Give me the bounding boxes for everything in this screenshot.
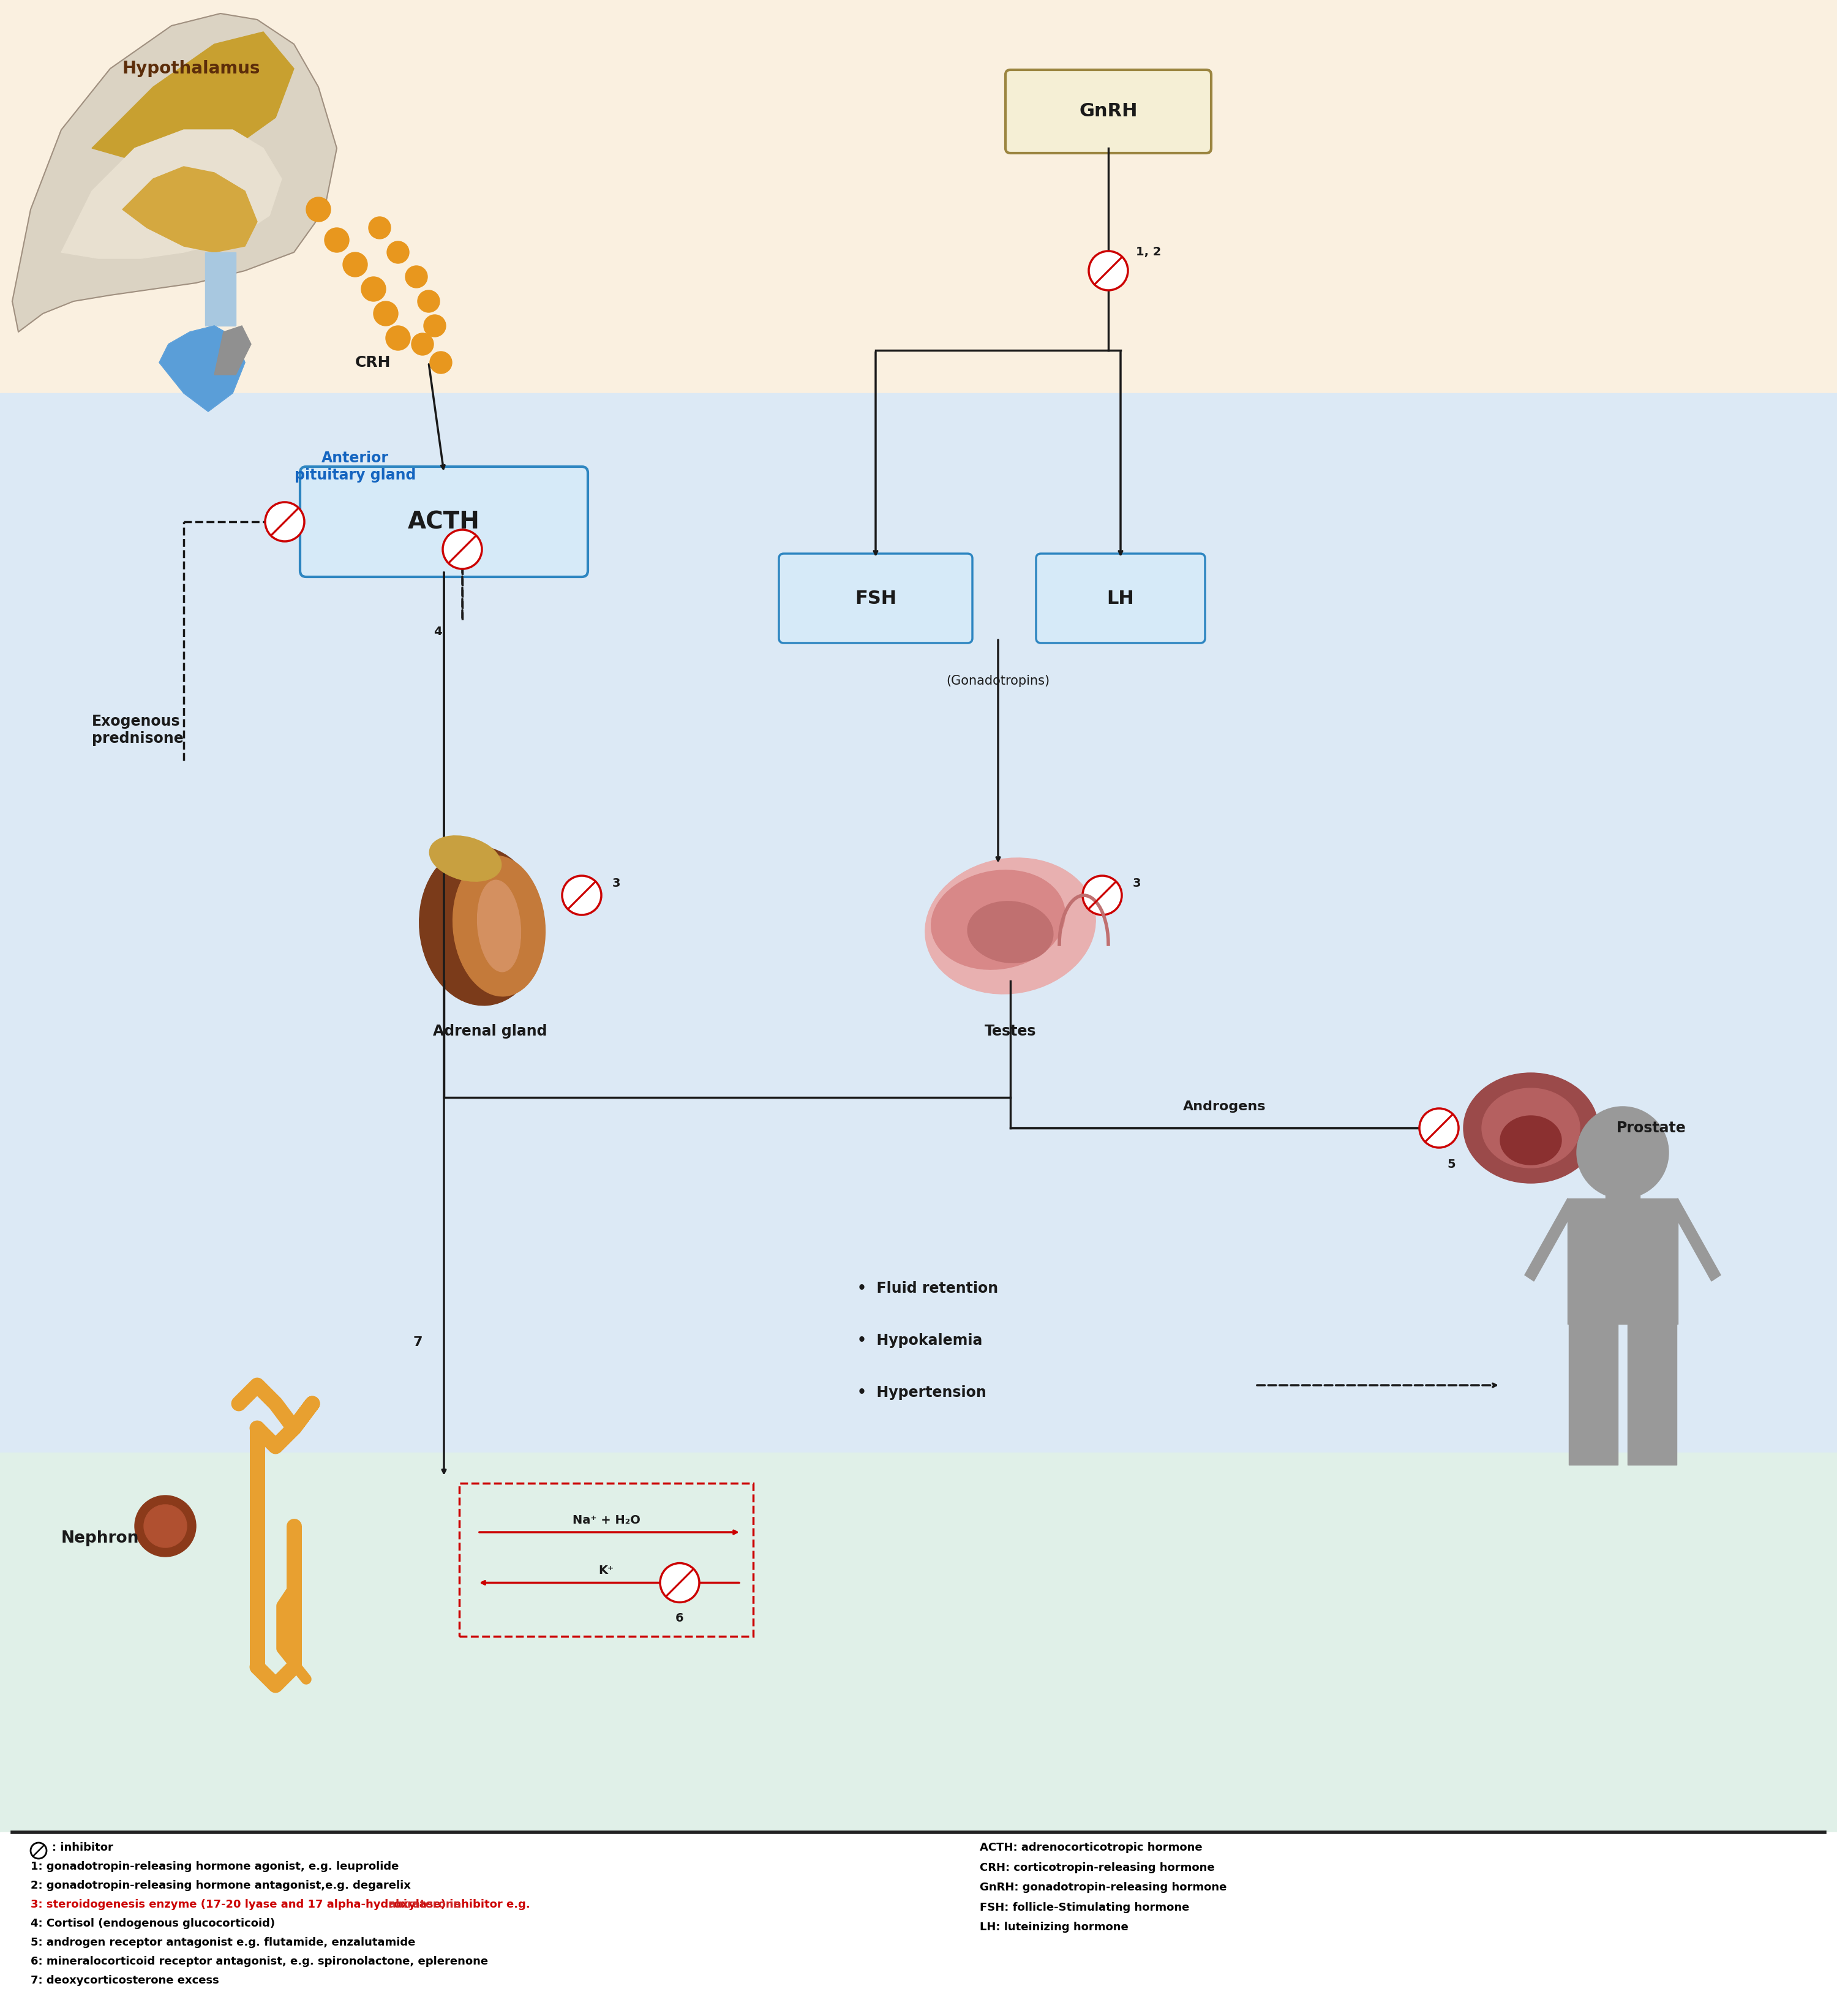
Bar <box>459 1484 753 1637</box>
Text: Androgens: Androgens <box>1183 1101 1266 1113</box>
Polygon shape <box>1668 1198 1721 1280</box>
Text: FSH: FSH <box>854 589 896 607</box>
Ellipse shape <box>478 881 520 972</box>
Text: GnRH: gonadotropin-releasing hormone: GnRH: gonadotropin-releasing hormone <box>979 1883 1227 1893</box>
Text: (Gonadotropins): (Gonadotropins) <box>946 675 1051 687</box>
Circle shape <box>373 300 399 327</box>
Circle shape <box>386 327 410 351</box>
Bar <box>1567 1198 1677 1325</box>
Text: 7: deoxycorticosterone excess: 7: deoxycorticosterone excess <box>31 1976 219 1986</box>
Ellipse shape <box>430 837 502 881</box>
Ellipse shape <box>1501 1115 1561 1165</box>
Text: •  Fluid retention: • Fluid retention <box>858 1280 997 1296</box>
Circle shape <box>1420 1109 1459 1147</box>
Polygon shape <box>123 167 257 252</box>
Text: 7: 7 <box>413 1337 423 1349</box>
Text: abiraterone: abiraterone <box>388 1899 461 1909</box>
Text: 3: steroidogenesis enzyme (17-20 lyase and 17 alpha-hydroxylase) inhibitor e.g.: 3: steroidogenesis enzyme (17-20 lyase a… <box>31 1899 535 1909</box>
Circle shape <box>134 1496 197 1556</box>
Ellipse shape <box>968 901 1053 964</box>
Text: 1: gonadotropin-releasing hormone agonist, e.g. leuprolide: 1: gonadotropin-releasing hormone agonis… <box>31 1861 399 1873</box>
Text: : inhibitor: : inhibitor <box>51 1843 114 1853</box>
Bar <box>0 1833 1837 2016</box>
Ellipse shape <box>1482 1089 1580 1167</box>
Bar <box>1606 1153 1640 1198</box>
Circle shape <box>1576 1107 1668 1198</box>
Circle shape <box>369 218 391 238</box>
Circle shape <box>417 290 439 312</box>
Text: 6: mineralocorticoid receptor antagonist, e.g. spironolactone, eplerenone: 6: mineralocorticoid receptor antagonist… <box>31 1956 489 1968</box>
Text: K⁺: K⁺ <box>599 1564 614 1577</box>
Polygon shape <box>61 129 281 258</box>
Circle shape <box>430 351 452 373</box>
Polygon shape <box>160 327 244 411</box>
Text: Na⁺ + H₂O: Na⁺ + H₂O <box>573 1514 639 1526</box>
Bar <box>1569 1325 1618 1466</box>
Circle shape <box>411 333 434 355</box>
Text: LH: LH <box>1108 589 1133 607</box>
Text: 4: 4 <box>434 625 443 637</box>
FancyBboxPatch shape <box>299 466 588 577</box>
Circle shape <box>1089 252 1128 290</box>
Ellipse shape <box>419 847 542 1006</box>
Ellipse shape <box>454 855 546 996</box>
Text: Anterior
pituitary gland: Anterior pituitary gland <box>294 452 415 482</box>
Polygon shape <box>160 327 244 411</box>
Text: CRH: CRH <box>355 355 391 369</box>
Bar <box>206 252 235 327</box>
Text: Nephron: Nephron <box>61 1530 140 1546</box>
Circle shape <box>406 266 428 288</box>
Circle shape <box>307 198 331 222</box>
Circle shape <box>325 228 349 252</box>
Text: 4: Cortisol (endogenous glucocorticoid): 4: Cortisol (endogenous glucocorticoid) <box>31 1917 276 1929</box>
Text: LH: luteinizing hormone: LH: luteinizing hormone <box>979 1921 1128 1933</box>
Text: Testes: Testes <box>985 1024 1036 1038</box>
Text: Prostate: Prostate <box>1617 1121 1686 1135</box>
Text: GnRH: GnRH <box>1078 103 1137 121</box>
Text: 5: androgen receptor antagonist e.g. flutamide, enzalutamide: 5: androgen receptor antagonist e.g. flu… <box>31 1937 415 1947</box>
Text: ACTH: adrenocorticotropic hormone: ACTH: adrenocorticotropic hormone <box>979 1843 1203 1853</box>
FancyBboxPatch shape <box>1036 554 1205 643</box>
Circle shape <box>344 252 367 276</box>
Circle shape <box>388 242 410 264</box>
Text: Hypothalamus: Hypothalamus <box>123 60 261 77</box>
Bar <box>0 1454 1837 1833</box>
Ellipse shape <box>931 871 1065 970</box>
Text: •  Hypokalemia: • Hypokalemia <box>858 1333 983 1349</box>
Text: FSH: follicle-Stimulating hormone: FSH: follicle-Stimulating hormone <box>979 1901 1189 1913</box>
Circle shape <box>443 530 481 569</box>
Circle shape <box>659 1562 700 1603</box>
Circle shape <box>362 276 386 300</box>
Circle shape <box>562 875 601 915</box>
Text: 1, 2: 1, 2 <box>1135 246 1161 258</box>
Circle shape <box>424 314 446 337</box>
Bar <box>0 393 1837 1454</box>
Text: 2: gonadotropin-releasing hormone antagonist,e.g. degarelix: 2: gonadotropin-releasing hormone antago… <box>31 1881 411 1891</box>
Polygon shape <box>1525 1198 1576 1280</box>
Text: 6: 6 <box>676 1613 683 1623</box>
FancyBboxPatch shape <box>1005 71 1211 153</box>
Polygon shape <box>13 14 336 333</box>
Circle shape <box>143 1504 187 1548</box>
Circle shape <box>1082 875 1122 915</box>
Polygon shape <box>92 32 294 167</box>
Text: Adrenal gland: Adrenal gland <box>434 1024 547 1038</box>
Text: 5: 5 <box>1448 1159 1455 1169</box>
Text: Exogenous
prednisone: Exogenous prednisone <box>92 714 184 746</box>
Text: •  Hypertension: • Hypertension <box>858 1385 986 1399</box>
Text: CRH: corticotropin-releasing hormone: CRH: corticotropin-releasing hormone <box>979 1863 1214 1873</box>
Text: ACTH: ACTH <box>408 510 479 534</box>
FancyBboxPatch shape <box>779 554 972 643</box>
Bar <box>1628 1325 1677 1466</box>
Circle shape <box>265 502 305 542</box>
Text: 3: 3 <box>612 877 621 889</box>
Bar <box>0 0 1837 393</box>
Polygon shape <box>215 327 252 375</box>
Ellipse shape <box>926 859 1095 994</box>
Ellipse shape <box>1464 1073 1598 1183</box>
Text: 3: 3 <box>1133 877 1141 889</box>
